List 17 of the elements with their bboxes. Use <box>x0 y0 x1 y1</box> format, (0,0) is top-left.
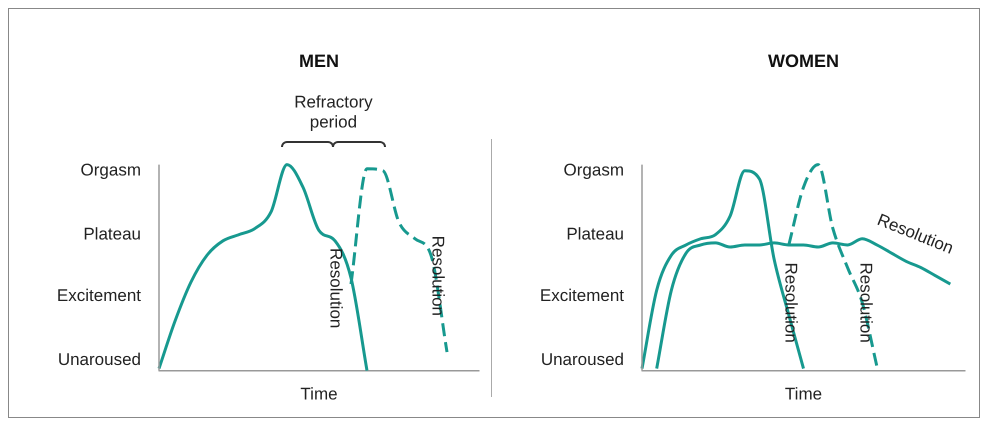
chart-title: MEN <box>299 50 339 71</box>
x-axis-title: Time <box>300 384 338 404</box>
annotation: Resolution <box>856 262 876 343</box>
text: Plateau <box>83 224 141 244</box>
text: Plateau <box>566 224 624 244</box>
annotation: Resolution <box>782 262 801 343</box>
annotation: Resolution <box>326 248 346 328</box>
text: Excitement <box>540 286 624 306</box>
text: Excitement <box>56 286 142 306</box>
annotation: Resolution <box>428 236 448 316</box>
text: Refractory period <box>294 92 374 132</box>
x-axis-title: Time <box>784 384 822 404</box>
chart-title: WOMEN <box>768 50 839 71</box>
text: Unaroused <box>58 350 141 369</box>
text: Orgasm <box>564 160 624 180</box>
text: Orgasm <box>80 160 141 180</box>
text: Unaroused <box>540 350 624 369</box>
